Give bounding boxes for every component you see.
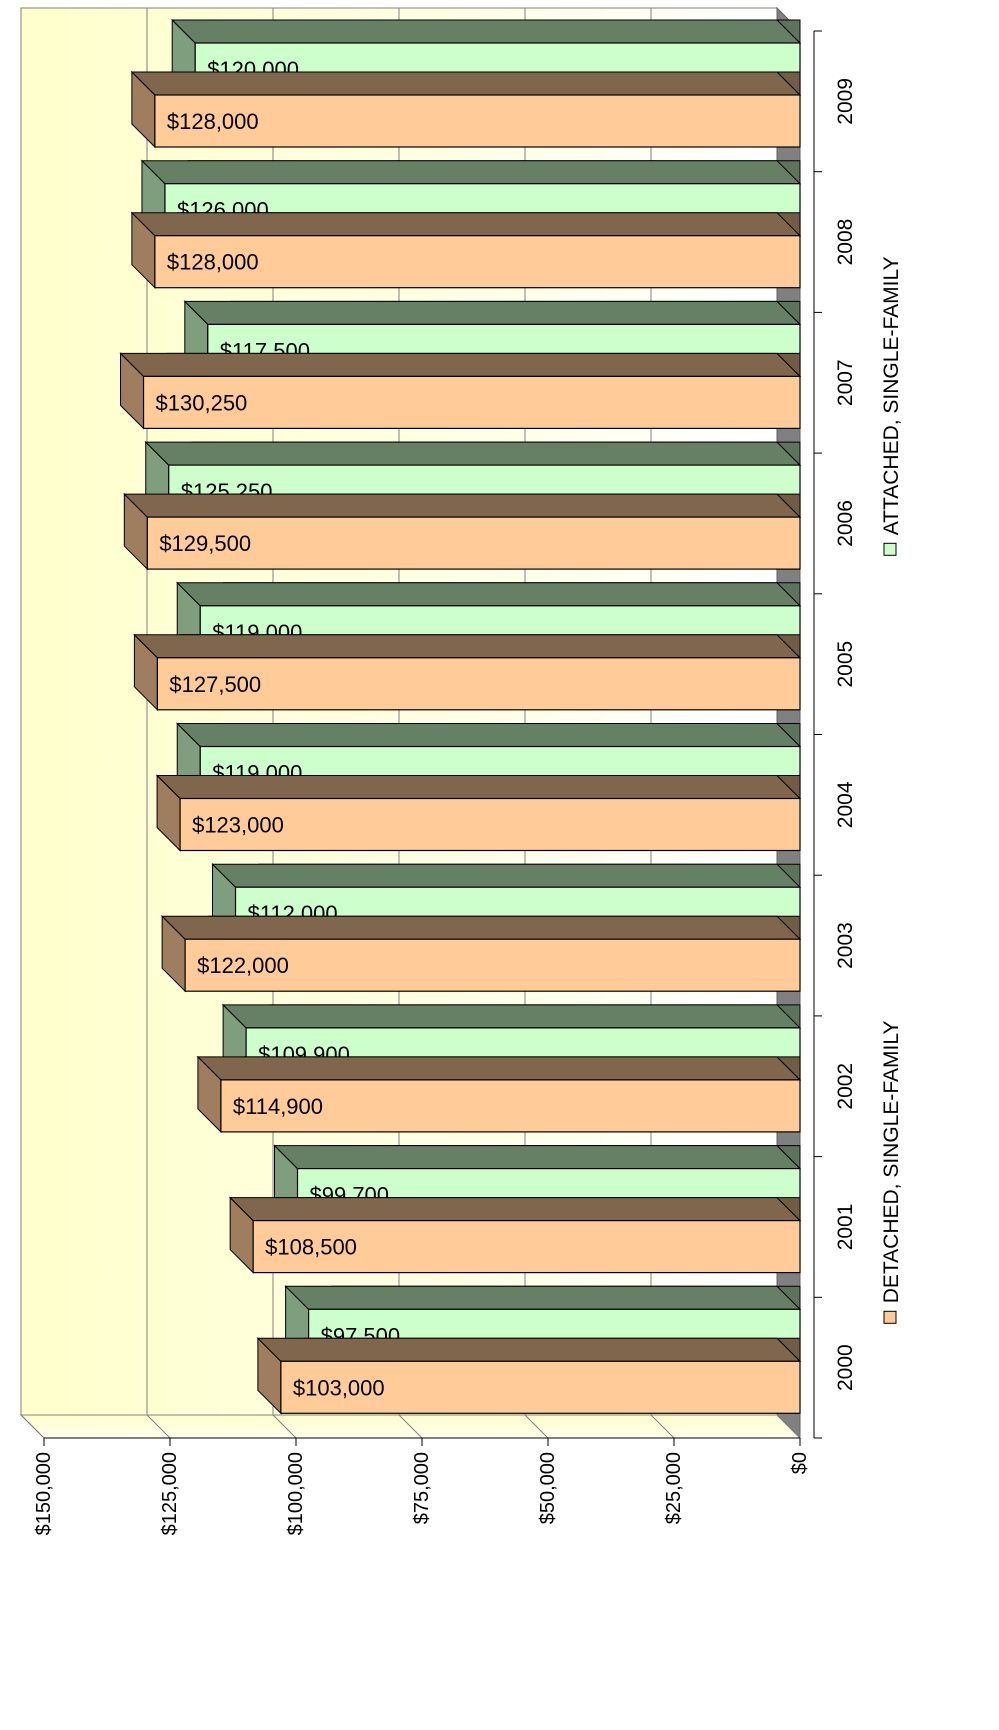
legend-item: ATTACHED, SINGLE-FAMILY <box>880 256 903 556</box>
value-tick-label: $150,000 <box>33 1452 55 1535</box>
bar-front-face <box>179 797 801 852</box>
legend-label: ATTACHED, SINGLE-FAMILY <box>880 256 903 535</box>
bar-top-edge <box>170 19 802 44</box>
value-tick-label: $50,000 <box>537 1452 559 1524</box>
bar-detached: $103,000 <box>256 1337 802 1415</box>
floor-gridline <box>776 1414 801 1439</box>
bar-top-edge <box>256 1337 802 1362</box>
category-axis: 2000 2001 2002 2003 2004 2005 2006 2007 2008 2009 <box>813 30 857 1439</box>
value-tick-label: $0 <box>789 1452 811 1474</box>
bar-top-edge <box>144 441 802 466</box>
bar-value-label: $123,000 <box>192 813 284 838</box>
category-label: 2009 <box>834 78 857 125</box>
bar-front-face <box>154 94 801 148</box>
category-label: 2004 <box>834 781 857 828</box>
legend-swatch <box>883 1310 897 1324</box>
bar-detached: $108,500 <box>228 1196 802 1274</box>
bar-value-label: $108,500 <box>265 1235 357 1260</box>
bar-top-edge <box>160 915 802 940</box>
bar-detached: $128,000 <box>130 211 802 289</box>
bar-top-edge <box>155 775 802 799</box>
bar-value-label: $114,900 <box>233 1094 323 1119</box>
floor-gridline <box>524 1414 549 1439</box>
bar-detached: $127,500 <box>133 633 802 712</box>
floor-gridline <box>650 1414 675 1439</box>
bar-front-face <box>184 938 801 992</box>
bar-value-label: $128,000 <box>167 250 259 275</box>
bar-top-edge <box>284 1285 802 1310</box>
category-label: 2005 <box>834 641 857 688</box>
plot-area: $97,500$103,000$99,700$108,500$109,900$1… <box>119 18 802 1415</box>
bar-detached: $114,900 <box>196 1055 802 1134</box>
value-tick-label: $75,000 <box>411 1452 433 1524</box>
bar-top-edge <box>228 1197 802 1222</box>
floor-gridline <box>146 1414 171 1439</box>
bar-value-label: $128,000 <box>167 109 259 134</box>
bar-front-face <box>280 1360 801 1414</box>
bar-front-face <box>142 375 801 429</box>
floor-gridline <box>20 1414 45 1439</box>
bar-top-edge <box>133 634 802 659</box>
bar-value-label: $103,000 <box>293 1375 385 1400</box>
bar-detached: $122,000 <box>160 914 802 993</box>
bar-attached: $97,500 <box>284 1285 802 1363</box>
bar-value-label: $130,250 <box>156 390 248 415</box>
value-tick-label: $100,000 <box>285 1452 307 1535</box>
bar-front-face <box>154 235 801 289</box>
legend-item: DETACHED, SINGLE-FAMILY <box>880 1021 903 1324</box>
bar-top-edge <box>176 723 802 747</box>
bar-front-face <box>146 516 801 570</box>
value-tick-label: $125,000 <box>159 1452 181 1535</box>
floor-gridline <box>272 1414 297 1439</box>
category-label: 2000 <box>834 1344 857 1391</box>
category-label: 2006 <box>834 500 857 547</box>
bar-top-edge <box>176 582 802 607</box>
legend-swatch <box>883 542 897 556</box>
bar-detached: $130,250 <box>119 352 802 430</box>
bar-top-edge <box>130 71 802 96</box>
bar-front-face <box>252 1219 801 1274</box>
bar-front-face <box>220 1079 801 1133</box>
value-tick-label: $25,000 <box>663 1452 685 1524</box>
bar-top-edge <box>130 212 802 237</box>
bar-top-edge <box>119 352 802 377</box>
bar-top-edge <box>140 160 802 185</box>
category-label: 2008 <box>834 219 857 266</box>
bar-top-edge <box>183 300 802 325</box>
floor-gridline <box>398 1414 423 1439</box>
bar-value-label: $129,500 <box>159 531 251 556</box>
category-label: 2003 <box>834 922 857 969</box>
bar-top-edge <box>273 1145 802 1170</box>
bar-detached: $123,000 <box>155 774 802 852</box>
bar-front-face <box>156 657 801 711</box>
legend-label: DETACHED, SINGLE-FAMILY <box>880 1021 903 1304</box>
bar-detached: $128,000 <box>130 70 802 149</box>
bar-top-edge <box>221 1004 802 1029</box>
category-label: 2007 <box>834 359 857 406</box>
bar-value-label: $127,500 <box>169 672 261 697</box>
bar-top-edge <box>196 1056 802 1081</box>
bar-top-edge <box>211 863 802 888</box>
legend: DETACHED, SINGLE-FAMILY ATTACHED, SINGLE-… <box>880 256 903 1324</box>
category-label: 2001 <box>834 1204 857 1251</box>
value-axis: $0 $25,000 $50,000 $75,000 $100,000 $125,000 $… <box>33 1437 811 1535</box>
bar-top-edge <box>123 493 802 518</box>
bar-detached: $129,500 <box>123 492 802 571</box>
category-label: 2002 <box>834 1063 857 1110</box>
bar-value-label: $122,000 <box>197 953 289 978</box>
